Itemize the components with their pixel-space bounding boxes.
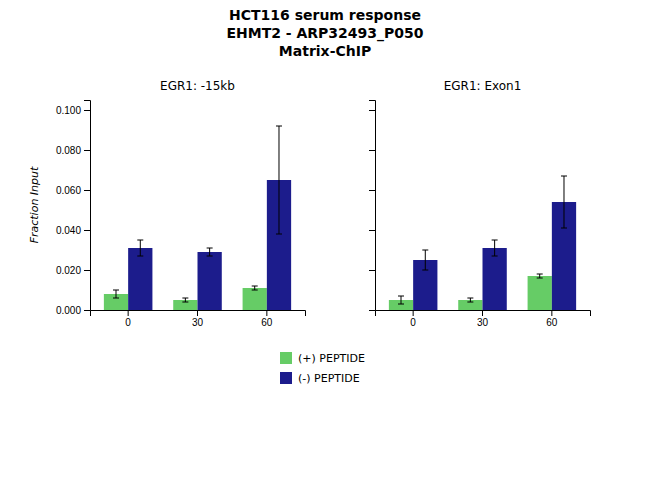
- tick: 0.060: [56, 185, 90, 196]
- x-axis: 0 30 60: [91, 310, 306, 328]
- tick-mark: [84, 150, 90, 151]
- error-bar: [467, 298, 473, 302]
- tick-label: 0.020: [56, 265, 81, 276]
- subplot: 0 30 60 EGR1: Exon1: [369, 79, 591, 328]
- axis-line: [84, 101, 91, 311]
- tick-label: 0.040: [56, 225, 81, 236]
- legend-swatch: [280, 372, 292, 384]
- tick: 60: [546, 310, 558, 328]
- tick: 0: [410, 310, 416, 328]
- bar: [128, 248, 152, 310]
- bar: [528, 276, 552, 310]
- error-bar: [137, 240, 143, 256]
- tick-label: 60: [261, 317, 273, 328]
- error-bar: [561, 176, 567, 228]
- subplot-title: EGR1: -15kb: [160, 79, 235, 93]
- y-axis: [369, 101, 376, 311]
- error-bar: [207, 248, 213, 256]
- tick: [369, 270, 375, 271]
- tick-mark: [84, 270, 90, 271]
- tick-mark: [369, 270, 375, 271]
- tick-label: 0.100: [56, 105, 81, 116]
- tick-mark: [266, 310, 267, 316]
- tick-mark: [413, 310, 414, 316]
- tick-mark: [369, 230, 375, 231]
- figure-title: HCT116 serum response: [229, 7, 421, 23]
- tick-label: 0.060: [56, 185, 81, 196]
- bar-series: [128, 126, 291, 310]
- legend: (+) PEPTIDE (-) PEPTIDE: [280, 352, 365, 385]
- tick: [369, 230, 375, 231]
- tick-mark: [551, 310, 552, 316]
- error-bar: [422, 250, 428, 270]
- tick-mark: [84, 110, 90, 111]
- y-axis: 0.000 0.020 0.040 0.060 0.080 0.100: [56, 101, 91, 316]
- legend-item: (+) PEPTIDE: [280, 352, 365, 365]
- tick: 30: [477, 310, 489, 328]
- tick: 0.100: [56, 105, 90, 116]
- y-axis-label: Fraction Input: [28, 166, 41, 243]
- chart-root: HCT116 serum response EHMT2 - ARP32493_P0…: [0, 0, 650, 487]
- tick: 0.040: [56, 225, 90, 236]
- legend-item: (-) PEPTIDE: [280, 372, 360, 385]
- legend-label: (-) PEPTIDE: [298, 372, 360, 385]
- tick: [369, 150, 375, 151]
- figure-title: Matrix-ChIP: [279, 43, 371, 59]
- bar: [243, 288, 267, 310]
- subplot: 0.000 0.020 0.040 0.060 0.080 0.100 0 30 60 EGR1:…: [28, 79, 306, 328]
- tick-label: 0: [410, 317, 416, 328]
- legend-swatch: [280, 352, 292, 364]
- tick: 0: [125, 310, 131, 328]
- tick-mark: [369, 310, 375, 311]
- error-bar: [276, 126, 282, 234]
- tick-label: 30: [477, 317, 489, 328]
- tick-mark: [369, 110, 375, 111]
- legend-label: (+) PEPTIDE: [298, 352, 365, 365]
- error-bar: [537, 274, 543, 278]
- tick: 0.000: [56, 305, 90, 316]
- bar: [483, 248, 507, 310]
- axis-line: [376, 311, 591, 317]
- tick-label: 0.000: [56, 305, 81, 316]
- error-bar: [113, 290, 119, 298]
- figure-title: EHMT2 - ARP32493_P050: [226, 25, 423, 42]
- tick: [369, 190, 375, 191]
- tick: 30: [192, 310, 204, 328]
- tick-mark: [84, 310, 90, 311]
- plot-area: [104, 126, 291, 310]
- error-bar: [252, 286, 258, 290]
- x-axis: 0 30 60: [376, 310, 591, 328]
- tick: 60: [261, 310, 273, 328]
- plot-area: [389, 176, 576, 310]
- tick-mark: [84, 230, 90, 231]
- tick: 0.080: [56, 145, 90, 156]
- tick: [369, 110, 375, 111]
- error-bar: [492, 240, 498, 256]
- tick-mark: [369, 150, 375, 151]
- axis-line: [91, 311, 306, 317]
- tick-mark: [197, 310, 198, 316]
- tick-label: 0.080: [56, 145, 81, 156]
- tick-mark: [369, 190, 375, 191]
- tick-label: 30: [192, 317, 204, 328]
- subplot-title: EGR1: Exon1: [444, 79, 522, 93]
- tick-label: 60: [546, 317, 558, 328]
- tick: [369, 310, 375, 311]
- bar: [198, 252, 222, 310]
- tick-mark: [482, 310, 483, 316]
- tick-mark: [128, 310, 129, 316]
- bar-series: [413, 176, 576, 310]
- tick-label: 0: [125, 317, 131, 328]
- tick: 0.020: [56, 265, 90, 276]
- error-bar: [182, 298, 188, 302]
- tick-mark: [84, 190, 90, 191]
- axis-line: [369, 101, 376, 311]
- error-bar: [398, 296, 404, 304]
